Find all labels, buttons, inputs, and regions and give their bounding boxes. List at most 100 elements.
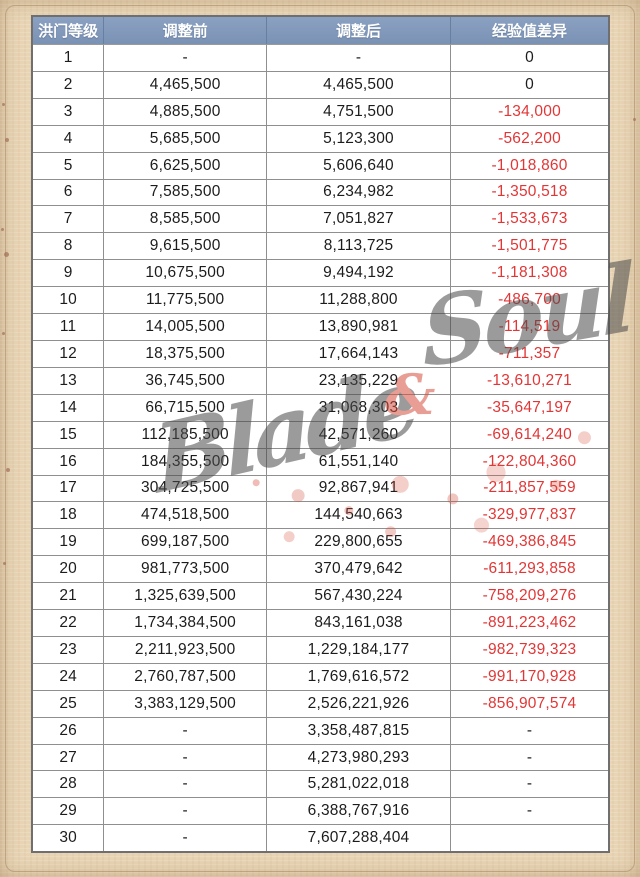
- diff-cell: -35,647,197: [487, 398, 572, 416]
- level-cell: 13: [33, 367, 105, 394]
- table-row: 26-3,358,487,815-: [33, 717, 608, 745]
- after-cell: 23,135,229: [267, 367, 452, 394]
- before-cell: -: [104, 45, 268, 71]
- diff-cell: -122,804,360: [482, 452, 577, 470]
- before-cell: 184,355,500: [104, 448, 268, 475]
- table-row: 21 1,325,639,500 567,430,224 -758,209,276: [33, 583, 608, 611]
- exp-adjustment-table: 洪门等级 调整前 调整后 经验值差异 1- -0 2 4,465,500 4,465,5…: [31, 15, 610, 853]
- table-row: 2 4,465,500 4,465,500 0: [33, 71, 608, 99]
- after-cell: 61,551,140: [267, 448, 452, 475]
- level-cell: 16: [33, 448, 105, 475]
- level-cell: 19: [33, 529, 105, 556]
- before-cell: 7,585,500: [104, 179, 268, 206]
- before-cell: 9,615,500: [104, 233, 268, 260]
- diff-cell: 0: [525, 48, 534, 66]
- after-cell: 4,751,500: [267, 98, 452, 125]
- after-cell: 3,358,487,815: [267, 717, 452, 744]
- after-cell: 13,890,981: [267, 314, 452, 340]
- level-cell: 24: [33, 663, 105, 690]
- diff-cell: -758,209,276: [482, 587, 577, 605]
- table-body: 1- -0 2 4,465,500 4,465,500 0 3 4,885,500 4,751,…: [33, 45, 608, 852]
- table-row: 30-7,607,288,404: [33, 825, 608, 852]
- level-cell: 25: [33, 690, 105, 717]
- diff-cell: -486,700: [498, 291, 561, 309]
- before-cell: 4,465,500: [104, 71, 268, 98]
- diff-cell: -: [526, 775, 533, 793]
- paper-speck: [6, 468, 10, 472]
- level-cell: 9: [33, 260, 105, 287]
- before-cell: 981,773,500: [104, 556, 268, 583]
- after-cell: 17,664,143: [267, 340, 452, 367]
- table-row: 6 7,585,500 6,234,982 -1,350,518: [33, 179, 608, 207]
- paper-speck: [2, 103, 5, 106]
- paper-speck: [3, 562, 6, 565]
- level-cell: 28: [33, 771, 105, 798]
- diff-cell: -1,350,518: [491, 183, 568, 201]
- before-cell: 3,383,129,500: [104, 690, 268, 717]
- level-cell: 23: [33, 636, 105, 663]
- after-cell: 7,051,827: [267, 206, 452, 233]
- table-row: 14 66,715,500 31,068,303 -35,647,197: [33, 394, 608, 422]
- before-cell: 18,375,500: [104, 340, 268, 367]
- after-cell: 5,123,300: [267, 125, 452, 152]
- after-cell: 8,113,725: [267, 233, 452, 260]
- table-row: 29-6,388,767,916-: [33, 798, 608, 826]
- table-header: 洪门等级 调整前 调整后 经验值差异: [33, 17, 608, 45]
- before-cell: 474,518,500: [104, 502, 268, 529]
- diff-cell: -1,533,673: [491, 210, 568, 228]
- diff-cell: -134,000: [498, 102, 561, 120]
- paper-speck: [4, 252, 9, 257]
- before-cell: 1,734,384,500: [104, 610, 268, 636]
- diff-cell: -856,907,574: [482, 694, 577, 712]
- after-cell: 1,229,184,177: [267, 636, 452, 663]
- table-row: 17 304,725,500 92,867,941 -211,857,559: [33, 475, 608, 503]
- diff-cell: -469,386,845: [482, 533, 577, 551]
- table-row: 25 3,383,129,500 2,526,221,926 -856,907,574: [33, 690, 608, 718]
- table-row: 5 6,625,500 5,606,640 -1,018,860: [33, 152, 608, 180]
- diff-cell: -611,293,858: [483, 560, 576, 578]
- level-cell: 26: [33, 717, 105, 744]
- before-cell: 36,745,500: [104, 367, 268, 394]
- table-row: 15 112,185,500 42,571,260 -69,614,240: [33, 421, 608, 449]
- table-row: 9 10,675,500 9,494,192 -1,181,308: [33, 260, 608, 288]
- level-cell: 29: [33, 798, 105, 825]
- before-cell: -: [104, 825, 268, 852]
- level-cell: 12: [33, 340, 105, 367]
- table-row: 11 14,005,500 13,890,981 -114,519: [33, 314, 608, 341]
- before-cell: 10,675,500: [104, 260, 268, 287]
- diff-cell: -114,519: [498, 318, 561, 336]
- level-cell: 21: [33, 583, 105, 610]
- after-cell: 1,769,616,572: [267, 663, 452, 690]
- level-cell: 5: [33, 152, 105, 179]
- diff-cell: -711,357: [498, 344, 561, 362]
- table-row: 4 5,685,500 5,123,300 -562,200: [33, 125, 608, 153]
- before-cell: 304,725,500: [104, 475, 268, 502]
- diff-cell: -991,170,928: [482, 667, 577, 685]
- after-cell: 5,281,022,018: [267, 771, 452, 798]
- table-row: 23 2,211,923,500 1,229,184,177 -982,739,323: [33, 636, 608, 664]
- table-row: 19 699,187,500 229,800,655 -469,386,845: [33, 529, 608, 557]
- paper-speck: [633, 118, 636, 121]
- after-cell: 5,606,640: [267, 152, 452, 179]
- diff-cell: -: [526, 748, 533, 766]
- after-cell: 4,465,500: [267, 71, 452, 98]
- after-cell: 11,288,800: [267, 287, 452, 314]
- level-cell: 7: [33, 206, 105, 233]
- level-cell: 3: [33, 98, 105, 125]
- after-cell: -: [267, 45, 452, 71]
- level-cell: 4: [33, 125, 105, 152]
- after-cell: 6,388,767,916: [267, 798, 452, 825]
- before-cell: 4,885,500: [104, 98, 268, 125]
- header-cell-level: 洪门等级: [33, 17, 105, 44]
- table-row: 3 4,885,500 4,751,500 -134,000: [33, 98, 608, 126]
- after-cell: 229,800,655: [267, 529, 452, 556]
- table-row: 8 9,615,500 8,113,725 -1,501,775: [33, 233, 608, 261]
- diff-cell: -562,200: [498, 129, 561, 147]
- diff-cell: -: [526, 721, 533, 739]
- table-row: 16 184,355,500 61,551,140 -122,804,360: [33, 448, 608, 476]
- diff-cell: -329,977,837: [482, 506, 577, 524]
- table-row: 22 1,734,384,500 843,161,038 -891,223,462: [33, 610, 608, 637]
- after-cell: 144,540,663: [267, 502, 452, 529]
- after-cell: 843,161,038: [267, 610, 452, 636]
- level-cell: 15: [33, 421, 105, 448]
